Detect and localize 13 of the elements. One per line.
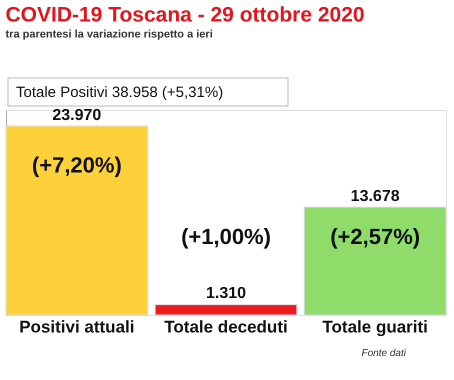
annotation: (+2,57%) bbox=[330, 224, 420, 250]
data-label: 13.678 bbox=[350, 188, 400, 206]
chart-title: COVID-19 Toscana - 29 ottobre 2020 bbox=[6, 4, 365, 26]
data-label: 1.310 bbox=[206, 285, 246, 302]
annotation: (+1,00%) bbox=[181, 224, 271, 250]
text: Totale Positivi 38.958 (+5,31%) bbox=[16, 84, 224, 101]
annotation: (+7,20%) bbox=[32, 152, 122, 178]
source-note: Fonte dati bbox=[362, 348, 407, 359]
x-tick-label: Positivi attuali bbox=[19, 318, 134, 336]
x-tick-label: Totale guariti bbox=[322, 318, 428, 336]
x-tick-label: Totale deceduti bbox=[164, 318, 288, 336]
data-label: 23.970 bbox=[52, 107, 102, 124]
chart-subtitle: tra parentesi la variazione rispetto a ieri bbox=[6, 28, 213, 40]
